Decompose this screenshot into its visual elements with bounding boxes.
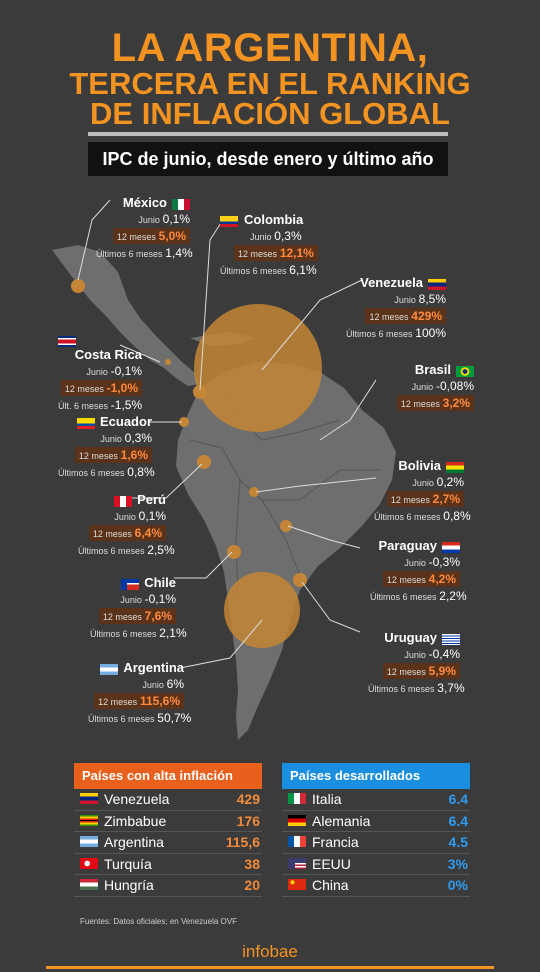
table-row: Italia 6.4: [282, 789, 470, 811]
bubble-costarica: [165, 359, 171, 365]
country-costa-rica: Costa Rica Junio -0,1% 12 meses -1,0% Úl…: [58, 336, 142, 412]
flag-bolivia-icon: [446, 461, 464, 473]
title-line-3: DE INFLACIÓN GLOBAL: [90, 96, 450, 131]
table-row: Hungría 20: [74, 875, 262, 897]
flag-chile-icon: [121, 578, 140, 590]
table-row: Argentina 115,6: [74, 832, 262, 854]
table-row: Venezuela 429: [74, 789, 262, 811]
country-brasil: Brasil Junio -0,08% 12 meses 3,2%: [392, 362, 474, 411]
country-venezuela: Venezuela Junio 8,5% 12 meses 429% Últim…: [346, 275, 446, 340]
table-row: Zimbabue 176: [74, 811, 262, 832]
flag-argentina-icon: [100, 663, 119, 675]
title-line-1: LA ARGENTINA,: [111, 26, 429, 70]
bubble-ecuador: [179, 417, 189, 427]
developed-title: Países desarrollados: [282, 763, 470, 789]
developed-table: Países desarrollados Italia 6.4 Alemania 6…: [282, 763, 470, 897]
land-south-america: [176, 362, 396, 740]
flag-france-icon: [288, 836, 306, 847]
infobae-logo: infobae: [242, 942, 298, 961]
bubble-mexico: [71, 279, 85, 293]
title-line-2: TERCERA EN EL RANKING: [69, 66, 471, 101]
flag-venezuela-icon: [428, 278, 446, 290]
title-divider: [88, 132, 448, 136]
flag-zimbabwe-icon: [80, 814, 98, 826]
footer-line: [46, 966, 494, 969]
bubble-paraguay: [280, 520, 292, 532]
flag-ecuador-icon: [76, 417, 95, 429]
flag-costa-rica-icon: [58, 336, 76, 347]
bubble-chile: [227, 545, 241, 559]
bubble-argentina: [224, 572, 300, 648]
country-uruguay: Uruguay Junio -0,4% 12 meses 5,9% Último…: [368, 630, 465, 695]
flag-italy-icon: [288, 793, 306, 804]
country-argentina: Argentina Junio 6% 12 meses 115,6% Últim…: [88, 660, 192, 725]
bubble-colombia: [193, 385, 207, 399]
country-peru: Perú Junio 0,1% 12 meses 6,4% Últimos 6 …: [78, 492, 175, 557]
flag-colombia-icon: [220, 215, 238, 227]
country-colombia: Colombia Junio 0,3% 12 meses 12,1% Últim…: [220, 212, 318, 277]
flag-venezuela-icon: [80, 793, 98, 804]
land-mexico: [52, 245, 200, 386]
flag-germany-icon: [288, 814, 306, 826]
country-paraguay: Paraguay Junio -0,3% 12 meses 4,2% Últim…: [370, 538, 467, 603]
flag-turkey-icon: [80, 857, 98, 869]
country-ecuador: Ecuador Junio 0,3% 12 meses 1,6% Últimos…: [58, 414, 155, 479]
flag-brasil-icon: [456, 365, 474, 377]
flag-uruguay-icon: [442, 633, 460, 645]
table-row: Francia 4.5: [282, 832, 470, 854]
flag-peru-icon: [114, 495, 133, 507]
high-inflation-title: Países con alta inflación: [74, 763, 262, 789]
table-row: China 0%: [282, 875, 470, 897]
flag-usa-icon: [288, 857, 306, 869]
map: [52, 199, 396, 740]
flag-china-icon: [288, 879, 306, 890]
bubble-venezuela: [194, 304, 322, 432]
source-note: Fuentes: Datos oficiales; en Venezuela O…: [80, 917, 237, 926]
country-mexico: México Junio 0,1% 12 meses 5,0% Últimos …: [96, 195, 193, 260]
subtitle: IPC de junio, desde enero y último año: [88, 142, 448, 176]
table-row: EEUU 3%: [282, 854, 470, 875]
country-bolivia: Bolivia Junio 0,2% 12 meses 2,7% Últimos…: [374, 458, 471, 523]
flag-hungary-icon: [80, 879, 98, 890]
high-inflation-table: Países con alta inflación Venezuela 429 Z…: [74, 763, 262, 897]
table-row: Alemania 6.4: [282, 811, 470, 832]
flag-paraguay-icon: [442, 541, 460, 553]
bubble-bolivia: [249, 487, 259, 497]
flag-argentina-icon: [80, 836, 98, 847]
table-row: Turquía 38: [74, 854, 262, 875]
country-chile: Chile Junio -0,1% 12 meses 7,6% Últimos …: [90, 575, 187, 640]
bubble-uruguay: [293, 573, 307, 587]
flag-mexico-icon: [172, 198, 190, 210]
